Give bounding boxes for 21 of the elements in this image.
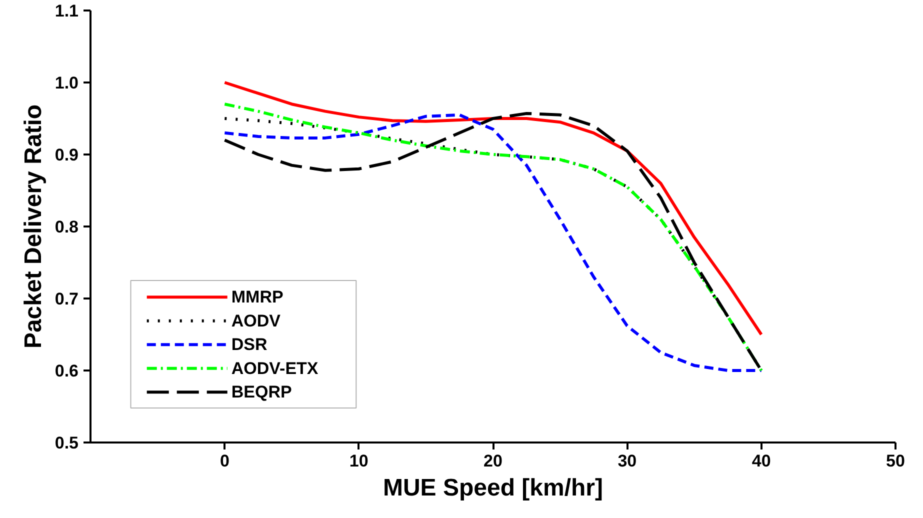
y-tick-label: 0.5: [54, 434, 79, 452]
legend-label: BEQRP: [231, 382, 292, 402]
x-tick-label: 40: [752, 452, 771, 470]
x-axis-title: MUE Speed [km/hr]: [382, 474, 604, 502]
x-tick-label: 30: [618, 452, 637, 470]
y-tick-label: 0.8: [54, 218, 79, 236]
legend-label: MMRP: [231, 288, 284, 307]
line-series: [223, 81, 763, 336]
legend-label: DSR: [231, 335, 268, 354]
legend-label: AODV-ETX: [231, 358, 319, 378]
y-tick-label: 1.0: [54, 74, 79, 92]
y-tick-label: 0.7: [54, 290, 79, 308]
y-axis-title: Packet Delivery Ratio: [20, 104, 47, 349]
x-tick-label: 0: [220, 452, 230, 470]
legend-label: AODV: [231, 311, 282, 330]
y-tick-label: 0.6: [54, 362, 79, 380]
y-tick-label: 0.9: [54, 146, 79, 164]
x-tick-label: 10: [349, 452, 368, 470]
y-tick-label: 1.1: [54, 2, 79, 20]
x-tick-label: 50: [886, 452, 905, 470]
x-tick-label: 20: [484, 452, 502, 470]
